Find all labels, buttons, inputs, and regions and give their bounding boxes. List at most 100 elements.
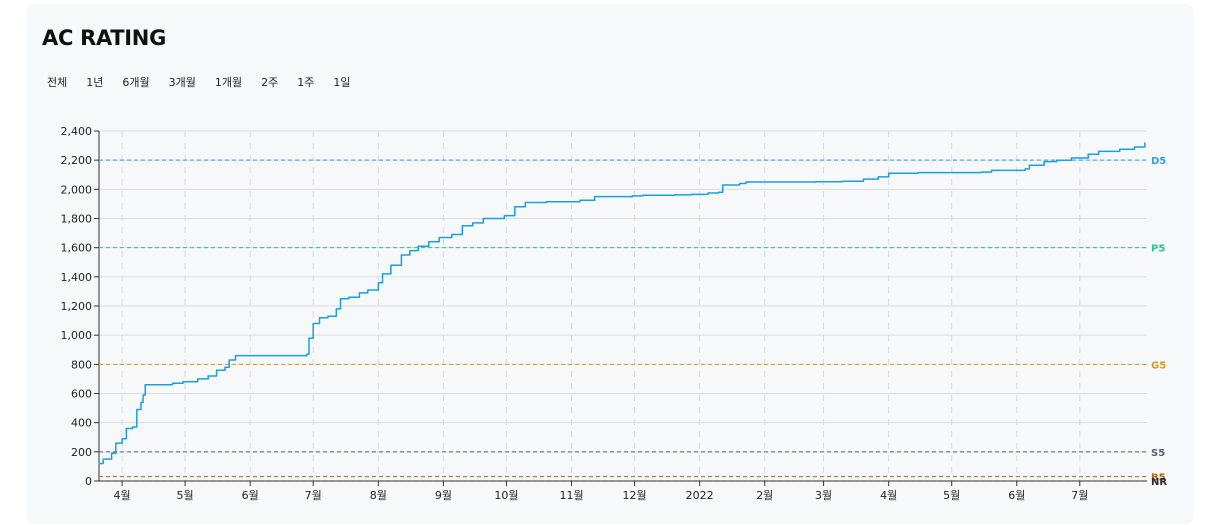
rating-point (132, 426, 134, 428)
x-tick-label: 7월 (305, 489, 322, 502)
rating-point (318, 317, 321, 319)
rating-point (1119, 148, 1121, 150)
rating-point (125, 427, 127, 430)
rating-point (707, 192, 709, 194)
y-tick-label: 200 (71, 446, 92, 459)
rating-point (224, 366, 226, 368)
rating-point (1070, 157, 1072, 159)
x-tick-label: 4월 (114, 489, 131, 502)
rating-point (381, 273, 384, 275)
rating-point (1098, 150, 1100, 153)
range-1w-button[interactable]: 1주 (297, 76, 315, 89)
rating-point (980, 171, 982, 173)
rating-line-series-0 (99, 142, 1146, 465)
x-tick-label: 6월 (242, 489, 259, 502)
rating-card: AC RATING 전체 1년 6개월 3개월 1개월 2주 1주 1일 (26, 4, 1194, 524)
rating-point (234, 354, 237, 357)
rating-point (461, 225, 463, 227)
x-tick-label: 4월 (880, 489, 897, 502)
tier-label-g5: G5 (1151, 360, 1166, 371)
rating-point (514, 206, 516, 208)
y-tick-label: 1,400 (61, 271, 93, 284)
rating-point (1043, 161, 1045, 163)
rating-point (594, 196, 596, 198)
rating-point (545, 201, 547, 203)
rating-point (717, 191, 720, 193)
x-tick-label: 8월 (370, 489, 387, 502)
rating-point (377, 282, 379, 284)
rating-point (390, 264, 392, 266)
rating-point (136, 408, 138, 411)
rating-point (102, 458, 104, 460)
rating-point (690, 193, 692, 196)
rating-point (917, 171, 919, 174)
rating-point (1028, 164, 1030, 166)
rating-point (631, 195, 634, 197)
rating-point (482, 217, 484, 220)
rating-point (207, 375, 209, 377)
x-tick-label: 5월 (177, 489, 194, 502)
rating-point (339, 298, 342, 300)
rating-point (327, 315, 329, 317)
rating-point (417, 245, 419, 247)
rating-point (121, 438, 123, 440)
rating-point (579, 199, 581, 201)
range-1m-button[interactable]: 1개월 (214, 76, 243, 89)
y-tick-label: 1,600 (61, 242, 93, 255)
rating-point (228, 359, 230, 361)
range-3m-button[interactable]: 3개월 (168, 76, 196, 89)
rating-point (144, 384, 146, 386)
rating-point (524, 201, 526, 204)
x-tick-label: 6월 (1008, 489, 1025, 502)
rating-point (738, 182, 741, 185)
rating-point (722, 184, 724, 186)
rating-point (472, 222, 474, 224)
x-tick-label: 2월 (756, 489, 773, 502)
range-1d-button[interactable]: 1일 (333, 76, 351, 89)
y-tick-label: 1,800 (61, 213, 93, 226)
rating-point (990, 169, 993, 171)
rating-point (312, 322, 314, 325)
rating-point (142, 394, 144, 396)
rating-point (841, 180, 844, 182)
range-1y-button[interactable]: 1년 (86, 76, 104, 89)
y-tick-label: 1,000 (61, 329, 93, 342)
rating-point (409, 249, 411, 252)
rating-point (428, 241, 430, 243)
range-2w-button[interactable]: 2주 (261, 76, 279, 89)
rating-point (115, 442, 117, 444)
range-6m-button[interactable]: 6개월 (122, 76, 150, 89)
rating-point (862, 178, 865, 180)
rating-point (308, 337, 310, 339)
y-tick-label: 2,000 (61, 183, 93, 196)
rating-point (451, 233, 453, 236)
rating-point (111, 452, 113, 454)
y-tick-label: 0 (85, 475, 92, 488)
range-all-button[interactable]: 전체 (47, 76, 68, 89)
rating-point (814, 181, 816, 183)
rating-point (673, 194, 676, 196)
rating-point (503, 214, 505, 217)
rating-point (438, 236, 440, 239)
y-tick-label: 800 (71, 358, 92, 371)
rating-point (182, 381, 184, 383)
rating-point (877, 176, 879, 178)
tier-label-nr: NR (1151, 477, 1167, 488)
x-tick-label: 9월 (435, 489, 452, 502)
rating-point (367, 289, 369, 291)
x-tick-label: 12월 (622, 489, 646, 502)
rating-point (197, 378, 199, 380)
range-selector: 전체 1년 6개월 3개월 1개월 2주 1주 1일 (47, 74, 370, 90)
y-tick-label: 600 (71, 388, 92, 401)
y-tick-label: 2,400 (61, 125, 93, 138)
rating-point (358, 292, 361, 294)
rating-point (306, 353, 308, 355)
rating-point (1056, 159, 1058, 161)
rating-point (1024, 168, 1026, 170)
x-tick-label: 3월 (815, 489, 832, 502)
tier-label-b5: B5 (1151, 473, 1166, 484)
rating-point (98, 462, 100, 465)
rating-point (1133, 146, 1135, 148)
rating-point (888, 172, 890, 174)
